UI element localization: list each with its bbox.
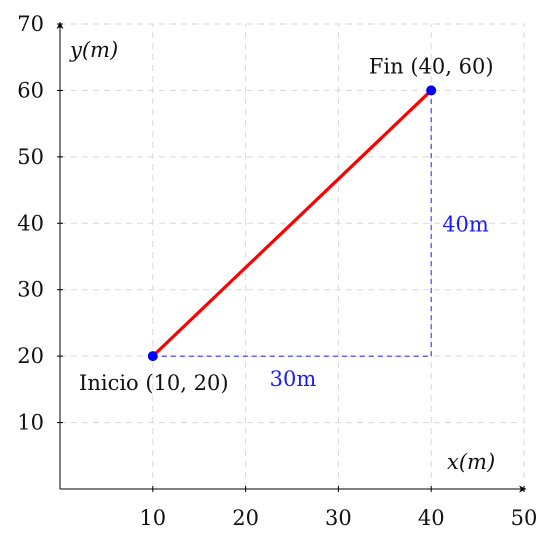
y-tick-label: 50: [17, 145, 44, 169]
series: [151, 88, 433, 358]
y-tick-label: 70: [17, 12, 44, 36]
y-axis-label: y(m): [69, 38, 118, 62]
y-tick-label: 30: [17, 278, 44, 302]
y-axis-arrow: [56, 22, 64, 29]
data-point: [147, 351, 158, 362]
guide-lines: [152, 90, 432, 357]
x-axis-arrow: [519, 485, 526, 493]
y-tick-label: 60: [17, 78, 44, 102]
x-axis-label: x(m): [447, 450, 495, 474]
y-tick-label: 40: [17, 211, 44, 235]
start-point-label: Inicio (10, 20): [79, 371, 229, 395]
displacement-line: [151, 88, 433, 358]
axes: 10 20 30 40 50 10 20 30 40 50 60 70: [17, 12, 537, 530]
x-tick-label: 10: [139, 506, 166, 530]
x-tick-label: 30: [325, 506, 352, 530]
vertical-distance-label: 40m: [442, 212, 489, 236]
x-tick-label: 20: [232, 506, 259, 530]
labels: y(m) x(m) Inicio (10, 20) Fin (40, 60) 30m…: [69, 38, 495, 474]
points: [147, 85, 437, 362]
x-tick-label: 40: [418, 506, 445, 530]
data-point: [426, 85, 437, 96]
y-tick-label: 20: [17, 344, 44, 368]
grid: [60, 23, 525, 489]
horizontal-distance-label: 30m: [270, 367, 317, 391]
end-point-label: Fin (40, 60): [369, 54, 494, 78]
x-tick-label: 50: [511, 506, 538, 530]
y-tick-label: 10: [17, 411, 44, 435]
